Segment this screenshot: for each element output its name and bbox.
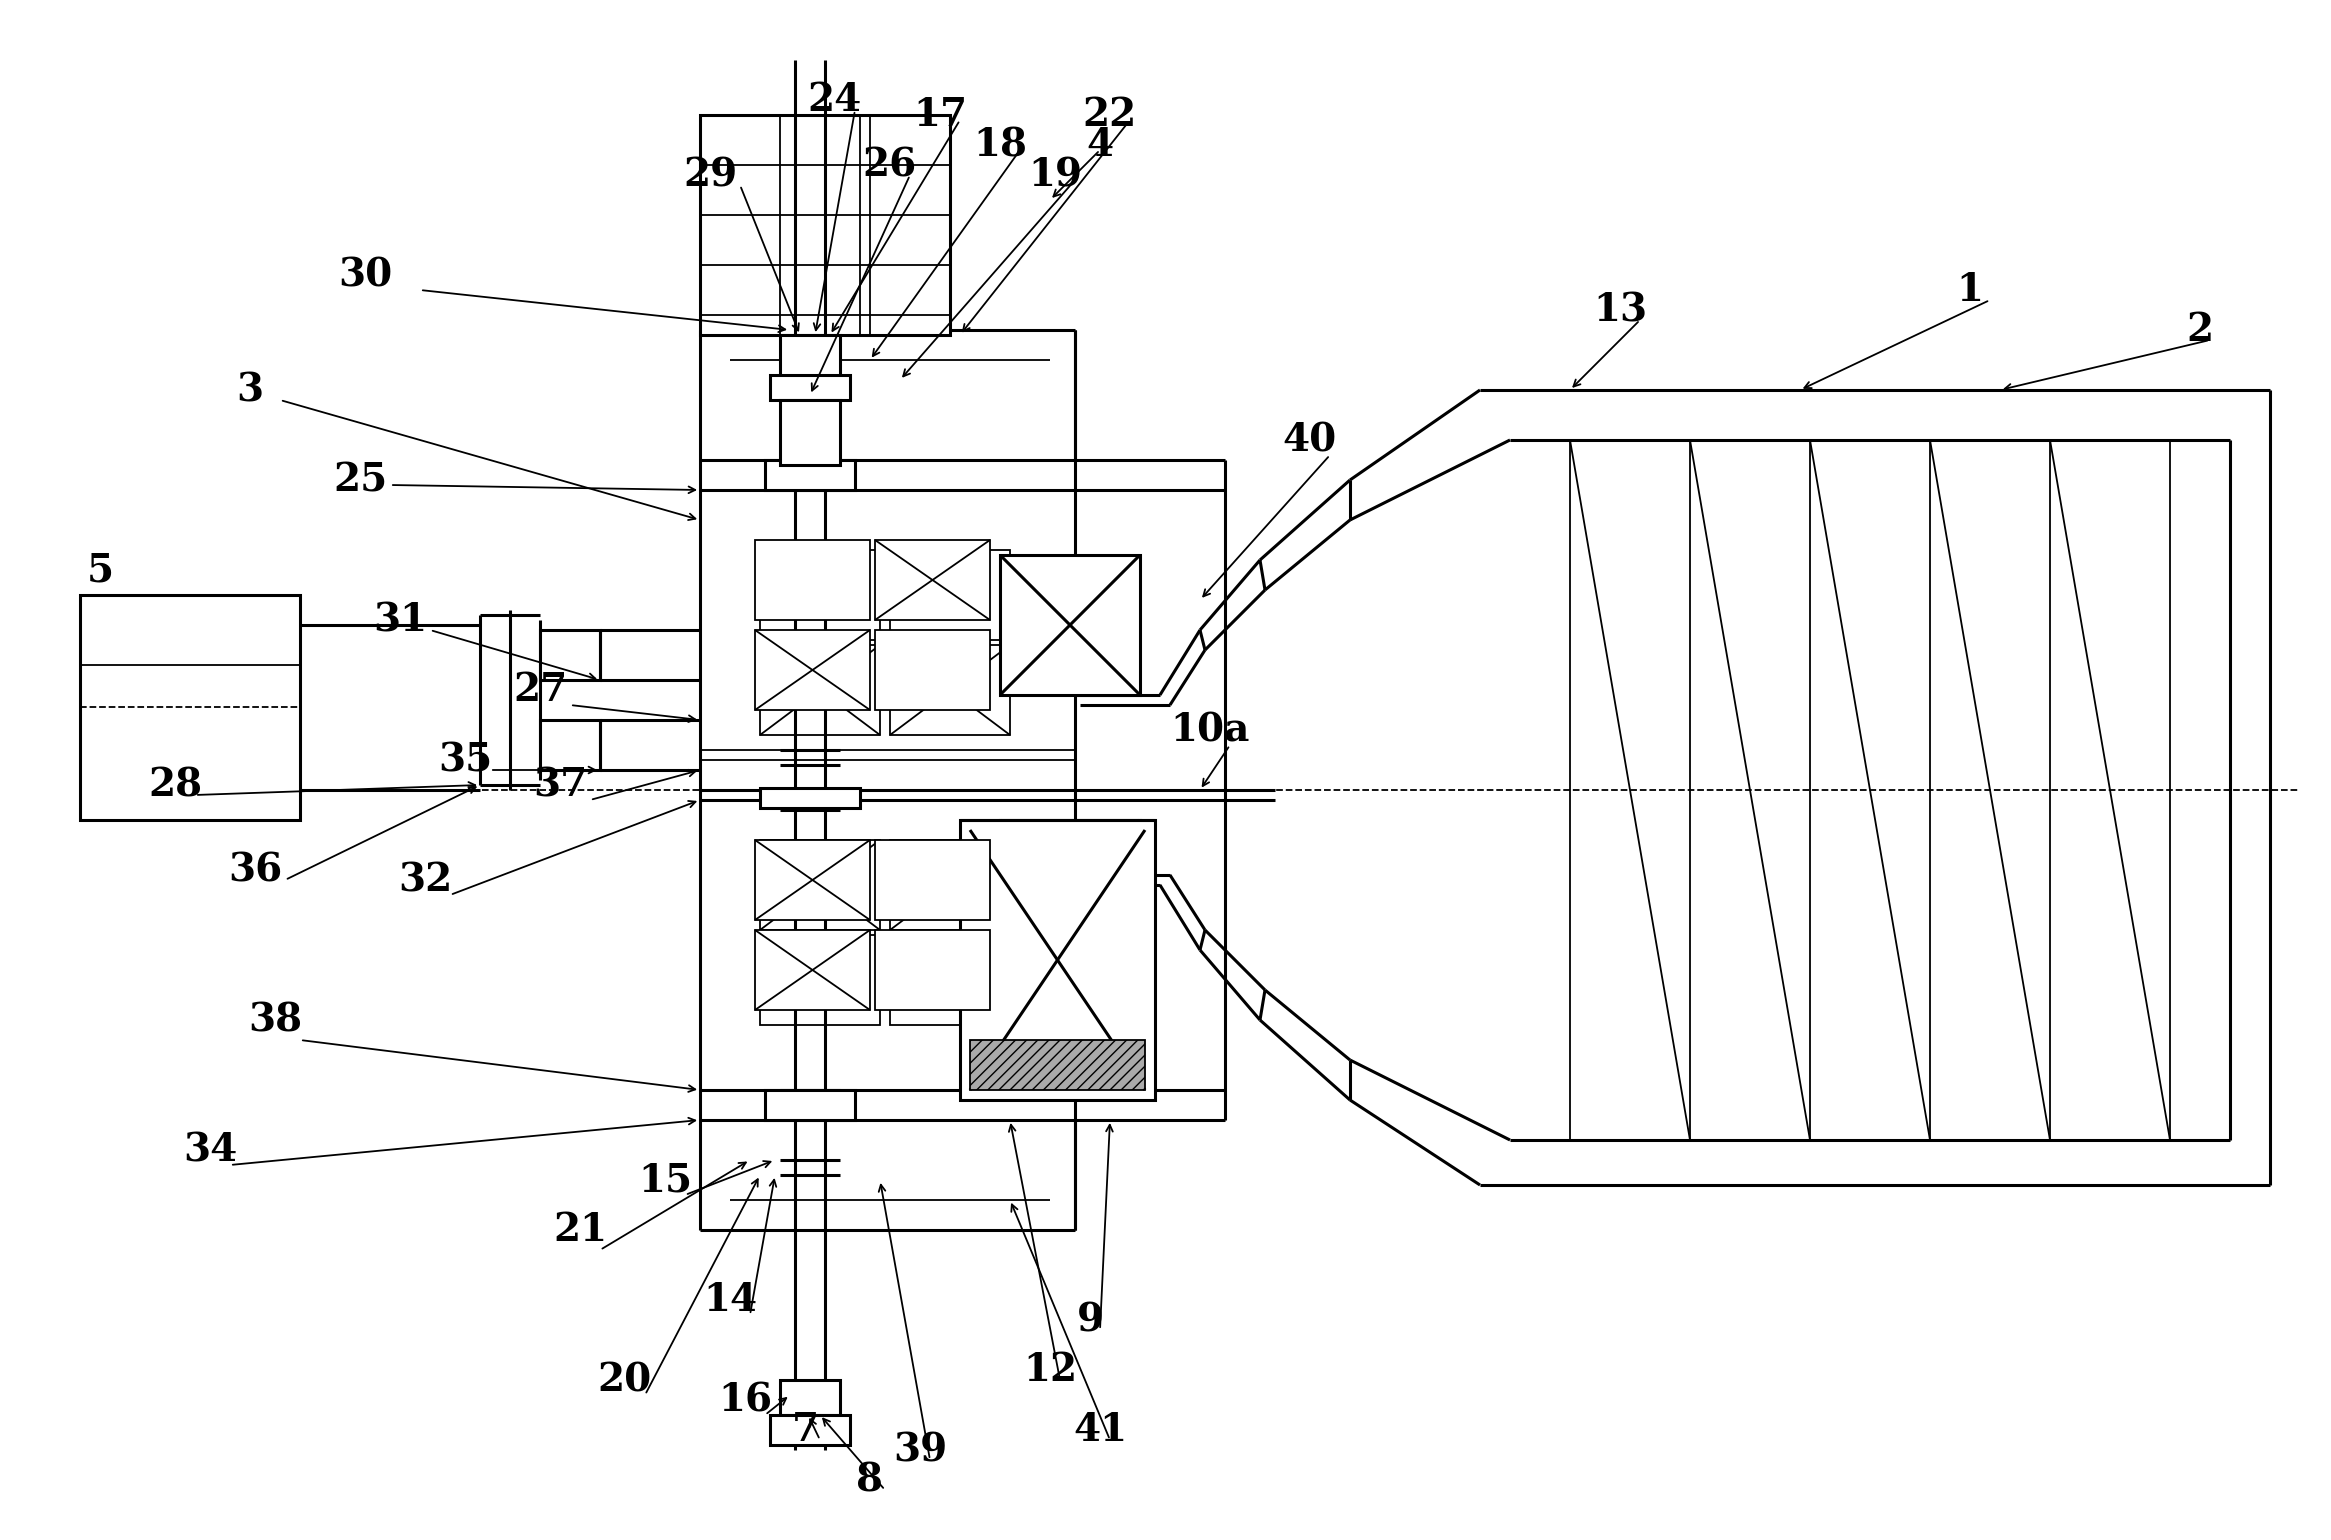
Text: 20: 20 <box>597 1361 653 1398</box>
Text: 27: 27 <box>513 671 566 708</box>
Text: 7: 7 <box>793 1411 818 1449</box>
Bar <box>890 645 1009 735</box>
Bar <box>874 541 991 621</box>
Text: 16: 16 <box>718 1381 772 1418</box>
Bar <box>874 930 991 1010</box>
Text: 18: 18 <box>972 126 1028 163</box>
Bar <box>781 1380 839 1415</box>
Text: 37: 37 <box>534 765 587 804</box>
Text: 28: 28 <box>147 765 203 804</box>
Text: 10a: 10a <box>1170 711 1249 748</box>
Text: 14: 14 <box>704 1281 758 1318</box>
Text: 38: 38 <box>247 1001 303 1040</box>
Bar <box>781 336 839 380</box>
Text: 12: 12 <box>1023 1351 1077 1389</box>
Text: 31: 31 <box>373 601 427 639</box>
Text: 8: 8 <box>855 1461 883 1498</box>
Bar <box>1000 554 1140 695</box>
Bar <box>541 630 599 681</box>
Text: 26: 26 <box>862 146 916 183</box>
Bar <box>874 839 991 919</box>
Bar <box>765 1090 855 1120</box>
Bar <box>890 935 1009 1026</box>
Bar <box>1000 959 1140 1010</box>
Bar <box>769 376 851 400</box>
Bar <box>699 116 951 336</box>
Text: 19: 19 <box>1028 156 1082 194</box>
Text: 15: 15 <box>639 1161 692 1200</box>
Text: 22: 22 <box>1084 95 1138 134</box>
Text: 35: 35 <box>438 741 492 779</box>
Text: 30: 30 <box>338 256 392 294</box>
Text: 25: 25 <box>333 460 387 499</box>
Bar <box>874 630 991 710</box>
Text: 24: 24 <box>809 82 862 119</box>
Text: 29: 29 <box>683 156 737 194</box>
Text: 1: 1 <box>1956 271 1984 310</box>
Text: 34: 34 <box>182 1130 238 1169</box>
Text: 3: 3 <box>235 371 263 410</box>
Bar <box>781 400 839 465</box>
Bar <box>755 541 869 621</box>
Bar <box>541 721 599 770</box>
Bar <box>890 839 1009 930</box>
Bar <box>755 630 869 710</box>
Text: 32: 32 <box>399 861 452 899</box>
Bar <box>760 645 881 735</box>
Bar <box>79 594 301 819</box>
Text: 17: 17 <box>914 95 967 134</box>
Bar <box>755 839 869 919</box>
Bar <box>960 819 1154 1100</box>
Bar <box>760 839 881 930</box>
Bar <box>890 550 1009 641</box>
Text: 2: 2 <box>2186 311 2214 350</box>
Bar <box>760 550 881 641</box>
Bar <box>755 930 869 1010</box>
Text: 39: 39 <box>893 1431 946 1469</box>
Bar <box>765 460 855 490</box>
Text: 9: 9 <box>1077 1301 1103 1338</box>
Bar <box>1000 819 1140 959</box>
Text: 41: 41 <box>1072 1411 1128 1449</box>
Text: 4: 4 <box>1086 126 1114 163</box>
Text: 40: 40 <box>1282 420 1338 459</box>
Bar <box>970 1040 1145 1090</box>
Bar <box>760 788 860 808</box>
Text: 13: 13 <box>1592 291 1648 330</box>
Bar <box>760 935 881 1026</box>
Text: 21: 21 <box>552 1210 606 1249</box>
Text: 36: 36 <box>228 852 282 889</box>
Bar <box>769 1415 851 1445</box>
Text: 5: 5 <box>86 551 114 588</box>
